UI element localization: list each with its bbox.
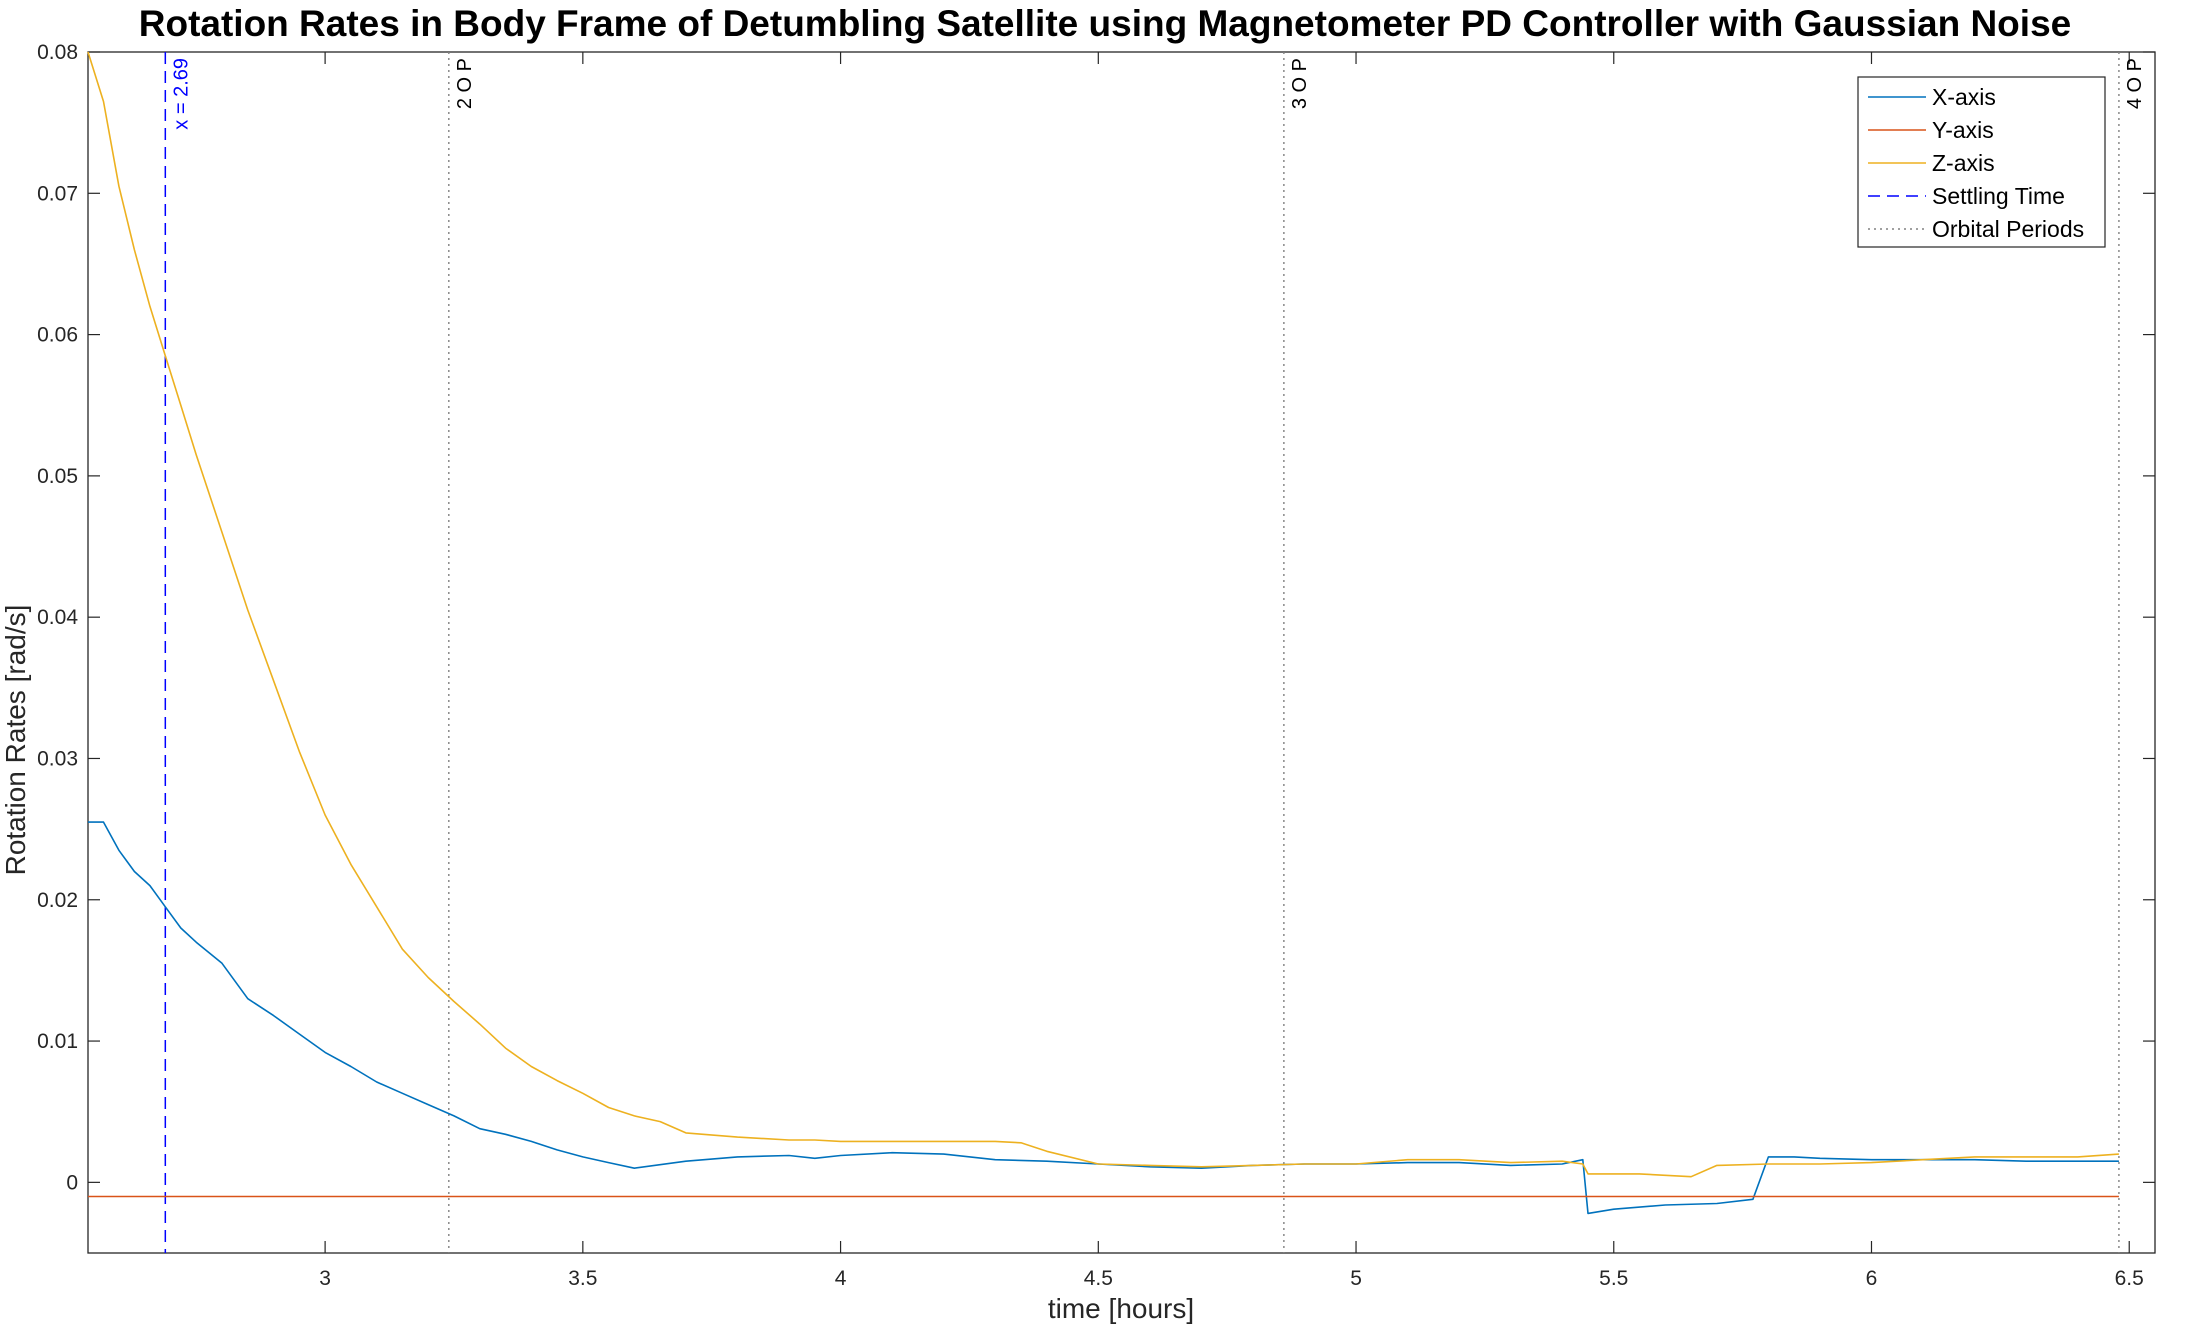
legend-entry-label: X-axis xyxy=(1932,84,1996,110)
x-tick-label: 4.5 xyxy=(1084,1267,1113,1290)
y-tick-label: 0 xyxy=(66,1171,78,1194)
x-tick-label: 6.5 xyxy=(2115,1267,2144,1290)
y-tick-label: 0.03 xyxy=(37,747,78,770)
series-line-z-axis xyxy=(87,51,2119,1178)
chart-title: Rotation Rates in Body Frame of Detumbli… xyxy=(139,3,2071,44)
legend-box xyxy=(1857,76,2106,248)
y-tick-label: 0.05 xyxy=(37,465,78,488)
plot-frame xyxy=(87,51,2156,1254)
x-tick-label: 6 xyxy=(1866,1267,1878,1290)
x-tick-label: 5 xyxy=(1350,1267,1362,1290)
legend-entry-label: Z-axis xyxy=(1932,150,1995,176)
orbital-period-label: 2 O P xyxy=(454,58,476,109)
orbital-period-label: 3 O P xyxy=(1289,58,1311,109)
x-tick-label: 3.5 xyxy=(568,1267,597,1290)
x-axis-label: time [hours] xyxy=(1048,1293,1194,1324)
series-line-x-axis xyxy=(88,821,2119,1215)
orbital-period-label: 4 O P xyxy=(2124,58,2146,109)
x-tick-label: 4 xyxy=(835,1267,847,1290)
y-axis-label: Rotation Rates [rad/s] xyxy=(0,605,31,876)
legend-entry-label: Orbital Periods xyxy=(1932,216,2084,242)
x-tick-label: 5.5 xyxy=(1599,1267,1628,1290)
legend-entry-label: Settling Time xyxy=(1932,183,2065,209)
y-tick-label: 0.07 xyxy=(37,182,78,205)
y-tick-label: 0.01 xyxy=(37,1030,78,1053)
y-tick-label: 0.06 xyxy=(37,324,78,347)
x-tick-label: 3 xyxy=(319,1267,331,1290)
plot-area: 3 3.5 4 4.5 5 5.5 6 6.5 0 0.01 0.02 0.03 0.04 0.05 0.0… xyxy=(37,41,2156,1290)
settling-time-label: x = 2.69 xyxy=(170,58,192,130)
y-tick-label: 0.02 xyxy=(37,889,78,912)
y-tick-label: 0.04 xyxy=(37,606,78,629)
legend-entry-label: Y-axis xyxy=(1932,117,1994,143)
y-tick-label: 0.08 xyxy=(37,41,78,64)
